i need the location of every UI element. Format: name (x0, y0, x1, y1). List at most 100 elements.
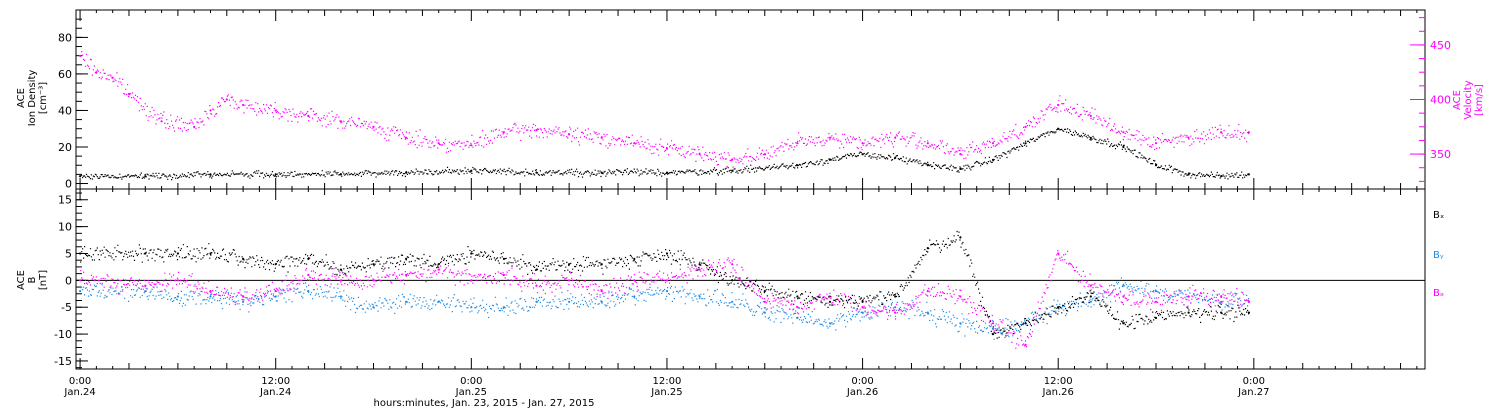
velocity-point (1220, 131, 1223, 134)
b-field-tick-label: 10 (58, 221, 72, 234)
plasma-panel-frame (75, 9, 1426, 190)
bx-point (698, 263, 701, 266)
density-point (991, 158, 995, 161)
velocity-point (209, 109, 212, 112)
density-axis: 0 20 40 60 80 (58, 9, 88, 191)
x-tick-time-label: 12:00 (1044, 376, 1073, 387)
velocity-measurement-dots (80, 51, 1250, 168)
bx-point (470, 252, 473, 255)
bx-point (796, 295, 799, 298)
x-tick-time-label: 12:00 (653, 376, 682, 387)
velocity-point (535, 129, 538, 132)
x-tick-date-label: Jan.26 (846, 387, 878, 398)
by-point (470, 306, 473, 309)
b-field-axis-label-line: B (27, 276, 38, 283)
by-point (1089, 300, 1092, 303)
bx-point (959, 236, 962, 239)
density-point (535, 171, 538, 174)
bx-point (1122, 322, 1125, 325)
by-measurement-dots (80, 277, 1250, 340)
velocity-point (828, 136, 832, 139)
b-field-tick-label: -10 (54, 328, 72, 341)
density-tick-label: 80 (58, 31, 72, 44)
by-point (828, 322, 832, 325)
by-point (731, 300, 734, 303)
density-point (959, 167, 962, 170)
bx-point (307, 257, 310, 260)
by-point (991, 327, 995, 330)
bx-point (274, 263, 277, 266)
bz-point (470, 279, 473, 282)
by-point (959, 322, 962, 325)
magnetic-field-panel: -15 -10 -5 0 5 10 15 ACE B [nT] Bₓ Bᵧ Bₔ (16, 188, 1444, 370)
bz-point (894, 311, 897, 314)
bx-point (242, 257, 245, 260)
velocity-point (796, 142, 799, 145)
bx-point (176, 252, 179, 255)
bx-point (1089, 295, 1092, 298)
density-tick-label: 20 (58, 141, 72, 154)
velocity-point (79, 54, 82, 57)
velocity-series (79, 51, 1250, 168)
velocity-point (991, 142, 995, 145)
by-point (437, 300, 440, 303)
x-tick-date-label: Jan.25 (650, 387, 682, 398)
b-field-tick-label: 15 (58, 194, 72, 207)
velocity-point (894, 136, 897, 139)
x-tick-time-label: 0:00 (460, 376, 482, 387)
bx-point (437, 263, 440, 266)
bz-point (437, 268, 440, 271)
by-point (209, 295, 212, 298)
bz-point (1154, 300, 1158, 303)
velocity-point (470, 144, 473, 147)
by-point (633, 295, 636, 298)
magnetic-field-panel-frame (75, 188, 1426, 370)
bz-point (763, 300, 766, 303)
b-field-axis-label: ACE B [nT] (16, 270, 49, 290)
by-point (894, 306, 897, 309)
bx-point (1247, 311, 1250, 314)
velocity-point (242, 103, 245, 107)
velocity-point (1154, 142, 1158, 145)
b-field-tick-label: -15 (54, 355, 72, 368)
bx-point (568, 263, 571, 266)
density-point (79, 175, 82, 178)
velocity-point (665, 147, 669, 150)
velocity-point (698, 153, 701, 156)
bz-point (144, 284, 147, 287)
density-point (665, 171, 669, 174)
bx-point (731, 279, 734, 282)
b-field-tick-label: -5 (61, 301, 72, 314)
bx-point (665, 252, 669, 255)
velocity-point (437, 142, 440, 145)
velocity-point (225, 98, 228, 101)
by-point (1154, 290, 1158, 293)
velocity-point (731, 158, 734, 161)
bz-point (796, 306, 799, 309)
density-point (470, 169, 473, 172)
velocity-point (633, 142, 636, 145)
density-point (1220, 175, 1223, 178)
bz-point (372, 279, 375, 282)
by-point (79, 290, 82, 293)
x-axis-label: hours:minutes, Jan. 23, 2015 - Jan. 27, … (374, 398, 595, 409)
bz-measurement-dots (80, 250, 1250, 349)
bx-point (1057, 306, 1060, 309)
velocity-point (274, 109, 277, 112)
by-point (405, 300, 408, 303)
bz-point (568, 279, 571, 282)
velocity-point (339, 120, 342, 123)
by-point (568, 300, 571, 303)
bz-point (1057, 252, 1060, 255)
bz-point (1247, 300, 1250, 303)
bx-point (828, 300, 832, 303)
legend-entry-bx: Bₓ (1433, 210, 1444, 221)
velocity-point (307, 114, 310, 117)
velocity-point (95, 71, 98, 74)
velocity-point (372, 125, 375, 128)
bz-point (176, 279, 179, 282)
by-point (502, 306, 505, 309)
density-point (209, 173, 212, 176)
velocity-axis: 350 400 450 (1410, 17, 1451, 182)
